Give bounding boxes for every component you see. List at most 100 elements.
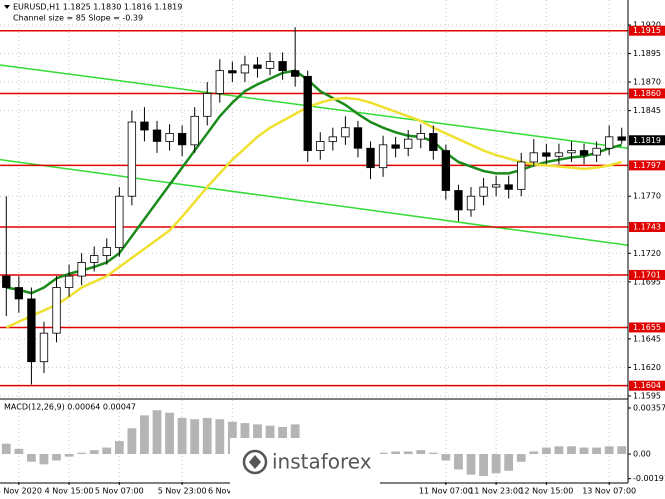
y-tick-label: 1.1870 [633,78,661,87]
x-tick-label: 5 Nov 23:00 [158,487,207,496]
candle-body [504,184,513,190]
candle-body [466,195,476,211]
candle-body [391,144,400,149]
y-tick-label: 1.1845 [633,106,661,115]
macd-bar [604,446,614,455]
level-label: 1.1701 [633,270,661,279]
x-tick-label: 13 Nov 07:00 [582,487,636,496]
axes: 1.1920 1.1895 1.1870 1.1845 1.1770 1.1720 1.16… [0,20,665,496]
candle-body [579,150,589,156]
x-tick-label: 5 Nov 07:00 [95,487,144,496]
macd-bar [516,454,526,462]
macd-bar [579,447,589,455]
macd-bar [227,421,237,455]
last-price-box [629,135,665,146]
candle-body [152,129,162,142]
macd-bar [14,448,24,455]
macd-bar [1,443,11,455]
last-price-label: 1.1819 [633,136,661,145]
candle-body [542,152,551,157]
channel-line [0,64,629,150]
candle-body [491,184,501,188]
y-tick-label: 1.1645 [633,334,661,343]
candle-body [177,133,187,146]
candle-body [278,61,287,72]
candle-body [341,127,350,138]
macd-bar [190,419,200,455]
level-label: 1.1604 [633,381,661,390]
level-label: 1.1860 [633,89,661,98]
candle-body [290,70,300,77]
y-tick-label: 1.1920 [633,20,661,29]
level-label-box [629,322,665,333]
candle-body [190,115,199,146]
macd-bar [102,447,112,455]
macd-bar [202,417,212,455]
candle-body [64,275,74,288]
candle-body [127,121,137,197]
candle-body [77,262,86,277]
macd-bar [140,415,149,455]
candle-body [240,64,250,74]
y-tick-label: 1.1695 [633,277,661,286]
logo: instaforex [230,438,380,499]
x-tick-label: 4 Nov 15:00 [45,487,94,496]
level-label-box [629,222,665,233]
y-tick-label: 1.1595 [633,391,661,400]
x-tick-label: 11 Nov 23:00 [469,487,523,496]
macd-bar [152,410,162,455]
candle-body [2,275,11,288]
candle-body [303,75,312,151]
candle-body [617,136,626,141]
chart-title: EURUSD,H1 1.1825 1.1830 1.1816 1.1819 [13,3,182,12]
candle-body [429,133,438,151]
macd-bar [378,452,388,455]
candle-body [517,161,526,190]
candle-body [604,136,614,149]
macd-tick-label: 0.00357 [633,403,665,412]
level-label-box [629,88,665,99]
candle-body [265,61,275,69]
level-label-box [629,269,665,280]
level-label: 1.1915 [633,26,661,35]
macd-bar [491,454,501,474]
macd-bar [114,441,124,455]
macd-bar [466,454,476,475]
candle-body [228,70,237,74]
macd-bar [479,454,488,476]
macd-bar [177,417,187,455]
level-label: 1.1743 [633,223,661,232]
candle-body [353,127,363,149]
macd-bar [504,454,514,471]
candle-body [39,332,49,363]
candle-body [165,133,174,142]
candle-body [14,287,24,300]
candle-body [441,150,451,191]
candle-body [366,147,375,169]
logo-icon-core [249,455,261,469]
candle-body [554,152,564,157]
macd-bar [617,446,627,455]
macd-bar [39,454,49,465]
candle-body [203,93,212,117]
x-tick-label: 11 Nov 07:00 [419,487,473,496]
level-label: 1.1797 [633,161,661,170]
channel-line [0,158,629,247]
candle-body [567,150,576,154]
macd-tick-label: 0.00 [633,450,651,459]
level-label-box [629,160,665,171]
moving-average [5,96,623,329]
candle-body [215,70,224,94]
candle-body [115,195,124,248]
macd-bar [127,428,137,455]
candle-body [479,186,488,197]
candle-body [529,152,538,163]
macd-tick-label: -0.00191 [633,474,665,483]
chart-subtitle: Channel size = 85 Slope = -0.39 [13,14,143,23]
candle-body [454,190,463,211]
macd-bar [165,412,174,455]
macd-bar [77,452,87,455]
level-label-box [629,25,665,36]
